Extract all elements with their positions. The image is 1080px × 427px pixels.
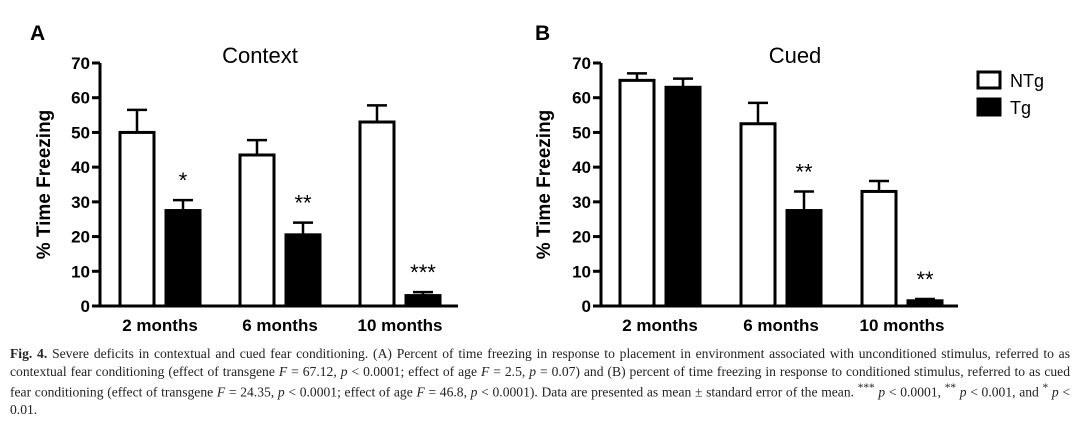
y-tick-label: 0 <box>81 297 90 316</box>
caption-label: Fig. 4. <box>10 346 48 361</box>
caption-sig-text-3: < 0.0001, <box>888 384 942 400</box>
bar-tg-2 <box>906 299 944 308</box>
sig-marker-2: ** <box>944 382 957 394</box>
bar-ntg-2 <box>358 120 396 308</box>
var-p: p <box>277 384 285 400</box>
y-tick-label: 60 <box>71 89 90 108</box>
y-tick-label: 20 <box>572 228 591 247</box>
significance-marker: ** <box>916 267 934 292</box>
y-tick-label: 20 <box>71 228 90 247</box>
var-f: F <box>416 384 425 400</box>
significance-marker: * <box>179 168 188 193</box>
caption-p-1: < 0.0001; effect of age <box>351 363 477 379</box>
chart-title: Context <box>222 43 298 68</box>
caption-p-4: < 0.0001). Data are presented as mean ± … <box>481 384 855 400</box>
x-tick-label: 6 months <box>242 316 318 335</box>
bar-ntg-0 <box>118 130 156 308</box>
sig-marker-3: *** <box>857 382 875 394</box>
caption-p-3: < 0.0001; effect of age <box>288 384 413 400</box>
legend-swatch-ntg <box>976 70 1002 90</box>
bar-ntg-1 <box>739 122 777 308</box>
caption-text-1: (A) Percent of time freezing in response… <box>10 346 1071 379</box>
legend-label: Tg <box>1010 98 1031 118</box>
legend: NTg Tg <box>976 70 1044 118</box>
significance-marker: ** <box>294 191 312 216</box>
caption-sig-text-2: < 0.001, and <box>970 384 1039 400</box>
var-f: F <box>480 363 490 379</box>
y-tick-label: 10 <box>71 262 90 281</box>
x-tick-label: 10 months <box>357 316 442 335</box>
y-tick-label: 50 <box>71 123 90 142</box>
y-tick-label: 70 <box>71 54 90 73</box>
caption-stat-4: = 46.8, <box>428 384 467 400</box>
caption-stat-3: = 24.35, <box>228 384 275 400</box>
panel-letter: A <box>30 22 45 45</box>
caption-p-2: = 0.07) and (B) percent of time freezing… <box>10 363 1070 400</box>
var-p: p <box>959 384 967 400</box>
caption-sig-text-1: < 0.01. <box>10 384 1071 418</box>
bar-ntg-1 <box>238 153 276 308</box>
bar-tg-1 <box>284 233 322 308</box>
x-tick-label: 6 months <box>743 316 819 335</box>
bar-tg-1 <box>785 209 823 308</box>
x-tick-label: 2 months <box>122 316 198 335</box>
sig-marker-1: * <box>1042 382 1049 394</box>
caption-title: Severe deficits in contextual and cued f… <box>52 346 369 361</box>
bar-tg-0 <box>664 85 702 308</box>
bar-ntg-0 <box>618 78 656 308</box>
caption-stat-2: = 2.5, <box>493 363 526 379</box>
legend-swatch-tg <box>976 97 1002 117</box>
var-f: F <box>278 363 288 379</box>
var-p: p <box>470 384 478 400</box>
var-f: F <box>216 384 226 400</box>
panel-b-cued: B Cued % Time Freezing 0 10 20 30 40 50 60 70 2 mon… <box>534 22 958 335</box>
x-tick-label: 10 months <box>859 316 944 335</box>
y-tick-label: 30 <box>572 193 591 212</box>
bar-ntg-2 <box>860 189 898 308</box>
caption-stat-1: = 67.12, <box>291 363 337 379</box>
y-tick-label: 70 <box>572 54 591 73</box>
y-tick-label: 10 <box>572 262 591 281</box>
var-p: p <box>1051 384 1059 400</box>
bar-tg-0 <box>164 209 202 308</box>
var-p: p <box>529 363 537 379</box>
y-tick-label: 30 <box>71 193 90 212</box>
figure-caption: Fig. 4. Severe deficits in contextual an… <box>10 345 1070 419</box>
significance-marker: ** <box>795 159 813 184</box>
bar-tg-2 <box>404 294 442 308</box>
y-tick-label: 50 <box>572 123 591 142</box>
y-axis-label: % Time Freezing <box>34 110 55 260</box>
y-tick-label: 40 <box>71 158 90 177</box>
legend-label: NTg <box>1010 71 1044 91</box>
y-axis-label: % Time Freezing <box>534 110 555 260</box>
significance-marker: *** <box>410 260 436 285</box>
y-tick-label: 40 <box>572 158 591 177</box>
panel-letter: B <box>535 22 550 45</box>
y-tick-label: 60 <box>572 89 591 108</box>
var-p: p <box>878 384 886 400</box>
x-tick-label: 2 months <box>622 316 698 335</box>
chart-title: Cued <box>769 43 822 68</box>
panel-a-context: A Context % Time Freezing 0 10 20 30 40 50 60 70 * 2… <box>30 22 458 335</box>
var-p: p <box>340 363 348 379</box>
figure: A Context % Time Freezing 0 10 20 30 40 50 60 70 * 2… <box>30 22 1044 335</box>
y-tick-label: 0 <box>582 297 591 316</box>
